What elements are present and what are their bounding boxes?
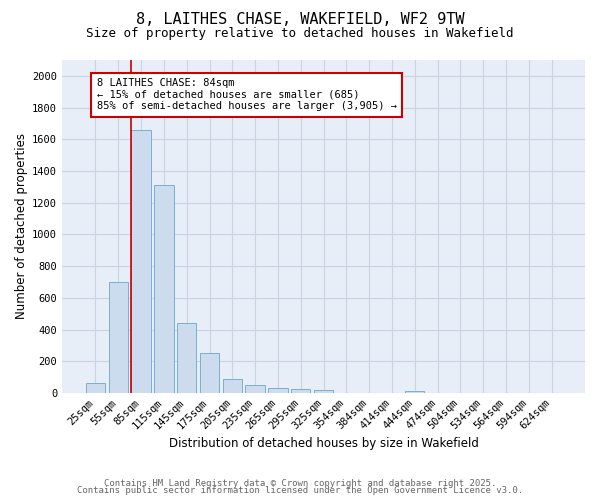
Bar [405, 390, 424, 393]
Bar [268, 388, 287, 393]
Text: Contains public sector information licensed under the Open Government Licence v3: Contains public sector information licen… [77, 486, 523, 495]
Bar [245, 385, 265, 393]
Text: 8 LAITHES CHASE: 84sqm
← 15% of detached houses are smaller (685)
85% of semi-de: 8 LAITHES CHASE: 84sqm ← 15% of detached… [97, 78, 397, 112]
X-axis label: Distribution of detached houses by size in Wakefield: Distribution of detached houses by size … [169, 437, 478, 450]
Bar [177, 323, 196, 393]
Text: Contains HM Land Registry data © Crown copyright and database right 2025.: Contains HM Land Registry data © Crown c… [104, 478, 496, 488]
Bar [154, 186, 173, 393]
Text: Size of property relative to detached houses in Wakefield: Size of property relative to detached ho… [86, 28, 514, 40]
Bar [131, 130, 151, 393]
Bar [291, 389, 310, 393]
Bar [86, 382, 105, 393]
Bar [109, 282, 128, 393]
Bar [223, 378, 242, 393]
Bar [314, 390, 333, 393]
Bar [200, 352, 219, 393]
Text: 8, LAITHES CHASE, WAKEFIELD, WF2 9TW: 8, LAITHES CHASE, WAKEFIELD, WF2 9TW [136, 12, 464, 28]
Y-axis label: Number of detached properties: Number of detached properties [15, 134, 28, 320]
